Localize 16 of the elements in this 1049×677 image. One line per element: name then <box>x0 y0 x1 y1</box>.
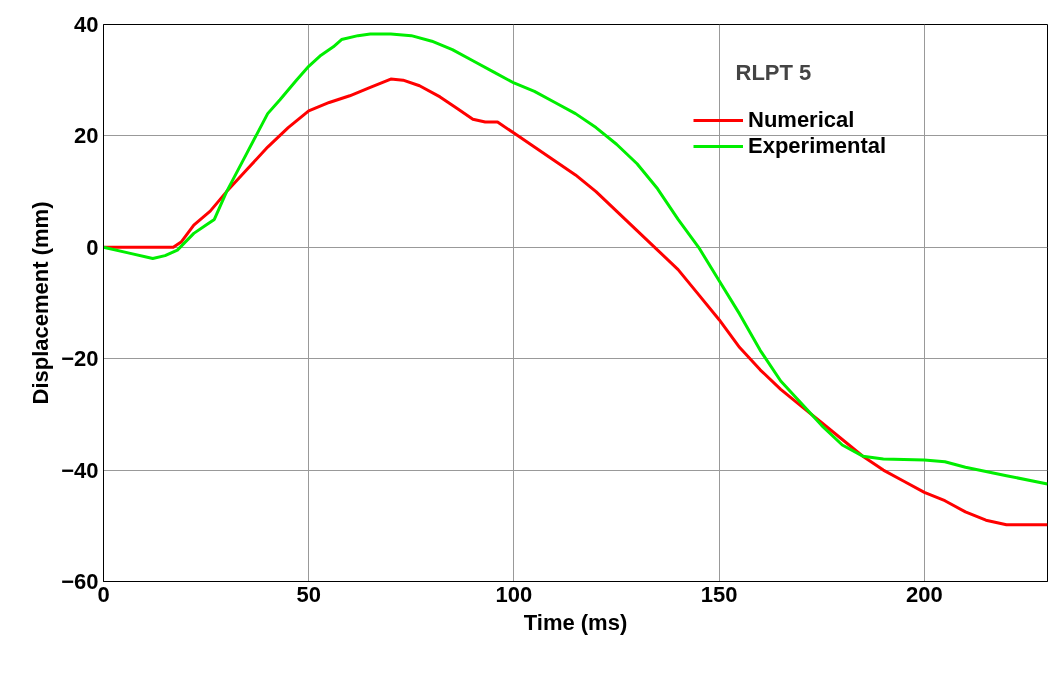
y-tick-label: −20 <box>61 346 99 372</box>
legend-label: Numerical <box>748 107 855 133</box>
x-tick-label: 200 <box>906 581 943 607</box>
x-tick-label: 100 <box>495 581 533 607</box>
text: RLPT 5 <box>735 59 812 85</box>
y-tick-label: 0 <box>86 234 99 260</box>
x-tick-label: 150 <box>700 581 738 607</box>
y-tick-label: 20 <box>74 123 99 149</box>
line-series <box>103 32 1048 486</box>
y-tick-label: −60 <box>61 569 99 594</box>
y-axis-title: Displacement (mm) <box>28 201 54 405</box>
x-axis-title: Time (ms) <box>523 609 628 635</box>
legend-label: Experimental <box>748 133 887 159</box>
y-tick-label: 40 <box>74 12 99 37</box>
y-tick-label: −40 <box>61 457 99 483</box>
x-tick-label: 50 <box>296 581 321 607</box>
